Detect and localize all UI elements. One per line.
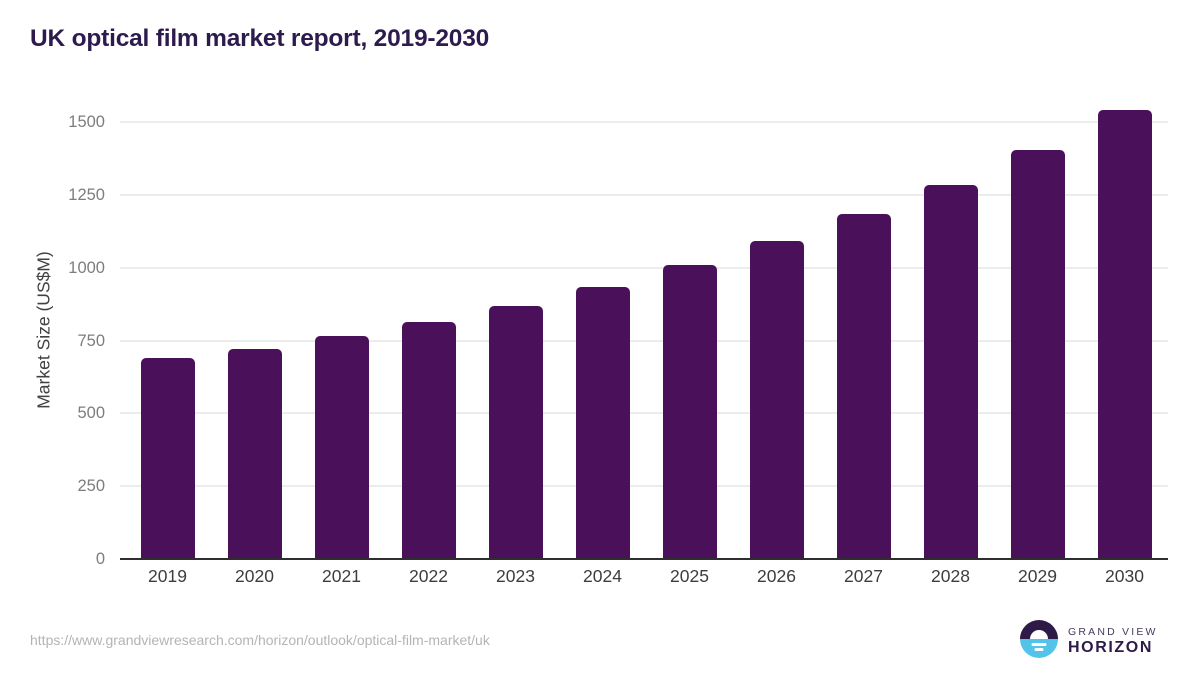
- bar-slot-2027: [820, 99, 907, 559]
- horizon-sunset-icon: [1020, 620, 1058, 658]
- y-tick-label-1250: 1250: [68, 185, 105, 204]
- x-axis-tick-labels: 2019 2020 2021 2022 2023 2024 2025 2026 2027 2028…: [124, 563, 1168, 589]
- bar-2023[interactable]: [488, 306, 543, 559]
- bar-2027[interactable]: [836, 214, 891, 559]
- icon-sky-half: [1020, 620, 1058, 639]
- gridline-1500: [120, 121, 1168, 123]
- x-axis-line: [120, 558, 1168, 560]
- y-tick-label-750: 750: [77, 331, 105, 350]
- logo-text-grand-view: GRAND VIEW: [1068, 626, 1158, 638]
- icon-reflection-line-1: [1031, 643, 1047, 646]
- bar-slot-2021: [298, 99, 385, 559]
- bar-2026[interactable]: [749, 241, 804, 559]
- x-tick-label-2029: 2029: [1018, 566, 1057, 586]
- gridline-250: [120, 485, 1168, 488]
- x-tick-label-2020: 2020: [235, 566, 274, 586]
- bar-series: [124, 99, 1168, 559]
- bar-slot-2030: [1081, 99, 1168, 559]
- logo-text-horizon: HORIZON: [1068, 639, 1153, 656]
- y-tick-label-500: 500: [77, 404, 105, 423]
- y-tick-label-1500: 1500: [68, 113, 105, 131]
- y-axis-tick-labels: 0 250 500 750 1000 1250 1500: [0, 99, 105, 568]
- x-tick-label-2025: 2025: [670, 566, 709, 586]
- bar-2029[interactable]: [1010, 150, 1065, 559]
- bar-2028[interactable]: [923, 185, 978, 559]
- bar-2021[interactable]: [314, 336, 369, 559]
- y-tick-label-1000: 1000: [68, 258, 105, 277]
- bar-slot-2023: [472, 99, 559, 559]
- icon-reflection-line-2: [1034, 648, 1044, 651]
- x-tick-label-2022: 2022: [409, 566, 448, 586]
- y-tick-label-250: 250: [77, 477, 105, 496]
- x-tick-label-2027: 2027: [844, 566, 883, 586]
- bar-slot-2019: [124, 99, 211, 559]
- bar-slot-2022: [385, 99, 472, 559]
- bar-slot-2024: [559, 99, 646, 559]
- gridline-500: [120, 412, 1168, 415]
- bar-2025[interactable]: [662, 265, 717, 559]
- gridline-1250: [120, 193, 1168, 196]
- gridline-750: [120, 339, 1168, 342]
- bar-slot-2026: [733, 99, 820, 559]
- x-tick-label-2030: 2030: [1105, 566, 1144, 586]
- bar-2030[interactable]: [1097, 110, 1152, 559]
- x-tick-label-2021: 2021: [322, 566, 361, 586]
- x-tick-label-2024: 2024: [583, 566, 622, 586]
- plot-area: [120, 99, 1168, 560]
- x-tick-label-2019: 2019: [148, 566, 187, 586]
- bar-2019[interactable]: [140, 358, 195, 559]
- bar-2020[interactable]: [227, 349, 282, 559]
- x-tick-label-2026: 2026: [757, 566, 796, 586]
- icon-sun-dome: [1030, 630, 1048, 639]
- x-tick-label-2023: 2023: [496, 566, 535, 586]
- gridline-1000: [120, 266, 1168, 269]
- source-url: https://www.grandviewresearch.com/horizo…: [30, 632, 490, 648]
- chart-title: UK optical film market report, 2019-2030: [30, 25, 490, 52]
- logo-text: GRAND VIEW HORIZON: [1068, 626, 1158, 657]
- bar-2022[interactable]: [401, 322, 456, 559]
- x-tick-label-2028: 2028: [931, 566, 970, 586]
- bar-2024[interactable]: [575, 287, 630, 559]
- bar-slot-2028: [907, 99, 994, 559]
- bar-slot-2025: [646, 99, 733, 559]
- bar-slot-2029: [994, 99, 1081, 559]
- bar-slot-2020: [211, 99, 298, 559]
- y-tick-label-0: 0: [95, 550, 105, 568]
- grand-view-horizon-logo: GRAND VIEW HORIZON: [1020, 620, 1170, 660]
